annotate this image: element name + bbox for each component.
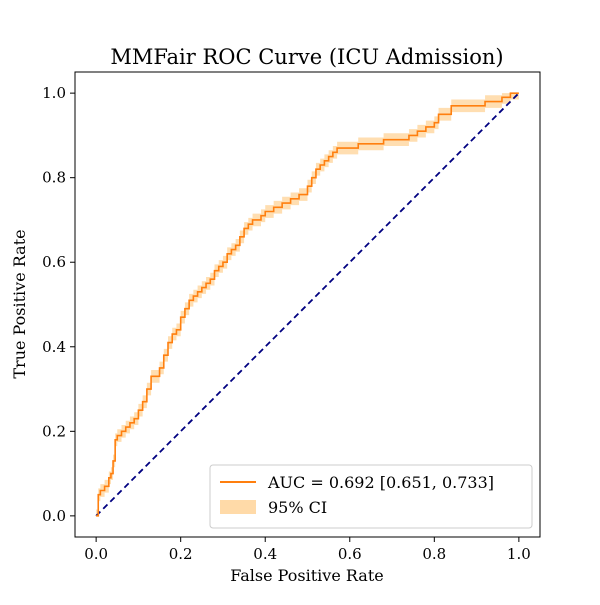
ci-band [96, 93, 519, 516]
x-tick-label: 0.6 [338, 545, 362, 563]
x-tick-label: 0.0 [84, 545, 108, 563]
y-tick-label: 0.6 [42, 253, 66, 271]
x-axis-ticks: 0.0 0.2 0.4 0.6 0.8 1.0 [84, 537, 531, 563]
chart-title: MMFair ROC Curve (ICU Admission) [110, 45, 503, 69]
legend-box [209, 464, 533, 529]
roc-curve-line [96, 92, 519, 517]
y-tick-label: 0.8 [42, 169, 66, 187]
y-tick-label: 1.0 [42, 84, 66, 102]
x-tick-label: 0.2 [169, 545, 193, 563]
legend-ci-label: 95% CI [268, 498, 327, 517]
x-axis-label: False Positive Rate [230, 566, 384, 585]
x-tick-label: 1.0 [507, 545, 531, 563]
plot-area [95, 92, 520, 517]
y-axis-label: True Positive Rate [10, 229, 29, 378]
x-tick-label: 0.8 [422, 545, 446, 563]
legend-ci-swatch [220, 500, 256, 514]
axes-frame [74, 71, 541, 538]
x-tick-label: 0.4 [253, 545, 277, 563]
y-tick-label: 0.2 [42, 422, 66, 440]
legend: AUC = 0.692 [0.651, 0.733] 95% CI [209, 464, 533, 529]
chance-diagonal-line [95, 92, 520, 517]
y-tick-label: 0.4 [42, 338, 66, 356]
legend-auc-label: AUC = 0.692 [0.651, 0.733] [267, 473, 494, 492]
y-axis-ticks: 0.0 0.2 0.4 0.6 0.8 1.0 [42, 84, 75, 525]
y-tick-label: 0.0 [42, 507, 66, 525]
